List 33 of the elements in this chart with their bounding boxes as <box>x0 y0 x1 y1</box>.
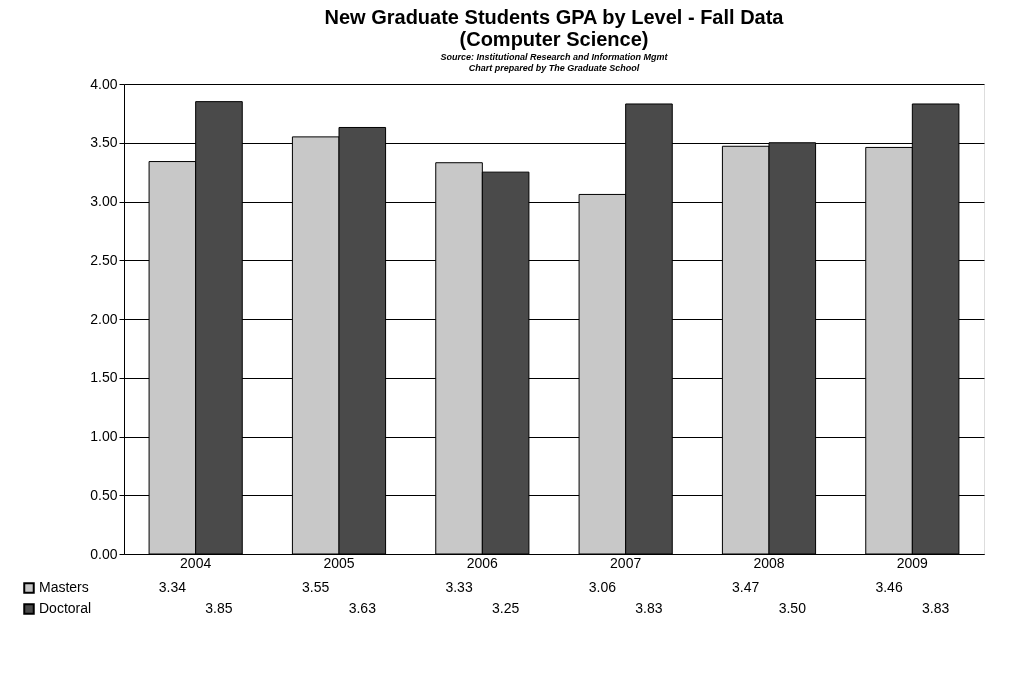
y-tick-label: 3.50 <box>90 134 118 151</box>
chart-title: New Graduate Students GPA by Level - Fall Data <box>324 6 785 28</box>
y-tick-label: 4.00 <box>90 75 118 92</box>
y-tick-label: 2.50 <box>90 251 118 268</box>
x-tick-label: 2004 <box>180 554 212 571</box>
data-label: 3.63 <box>348 600 377 616</box>
data-label: 3.83 <box>635 600 663 616</box>
data-label: 3.55 <box>302 579 330 595</box>
data-label: 3.85 <box>205 600 233 616</box>
data-label: 3.83 <box>922 600 950 616</box>
y-tick-label: 0.00 <box>90 545 118 562</box>
source-note: Source: Institutional Research and Information Mgmt <box>440 52 669 62</box>
data-label: 3.33 <box>445 579 473 595</box>
x-tick-label: 2007 <box>610 554 642 571</box>
legend-label: Masters <box>39 579 89 595</box>
y-tick-label: 1.50 <box>90 369 118 386</box>
data-label: 3.34 <box>158 579 187 595</box>
chart-subtitle: (Computer Science) <box>459 28 649 50</box>
y-tick-label: 1.00 <box>90 428 118 444</box>
data-label: 3.50 <box>778 600 807 616</box>
y-tick-label: 0.50 <box>90 486 118 503</box>
text: Chart prepared by The Graduate School <box>468 63 640 73</box>
data-label: 3.06 <box>588 579 617 595</box>
x-tick-label: 2009 <box>896 554 929 571</box>
legend-label: Doctoral <box>39 600 92 616</box>
y-tick-label: 3.00 <box>90 193 118 209</box>
data-label: 3.46 <box>875 579 903 595</box>
data-label: 3.25 <box>492 600 520 616</box>
data-label: 3.47 <box>732 579 760 595</box>
x-tick-label: 2005 <box>323 554 355 571</box>
y-tick-label: 2.00 <box>90 310 118 327</box>
x-tick-label: 2008 <box>753 554 785 571</box>
x-tick-label: 2006 <box>466 554 499 571</box>
